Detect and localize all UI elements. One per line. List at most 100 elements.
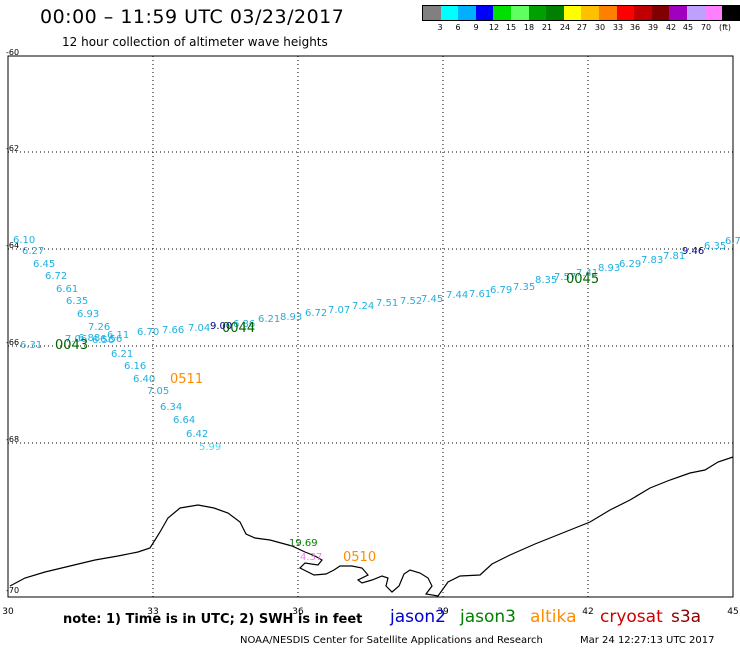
scale-label: 6 bbox=[455, 23, 461, 32]
scale-label: 21 bbox=[541, 23, 553, 32]
scale-swatch bbox=[440, 6, 459, 20]
wave-reading: 7.44 bbox=[446, 290, 468, 301]
wave-reading: 4.37 bbox=[300, 552, 322, 563]
x-tick-label: 39 bbox=[437, 607, 449, 617]
y-tick-label: -68 bbox=[6, 435, 19, 444]
legend-jason3: jason3 bbox=[460, 607, 516, 627]
scale-swatch bbox=[651, 6, 670, 20]
wave-reading: 6.93 bbox=[77, 309, 99, 320]
scale-swatch bbox=[634, 6, 652, 20]
color-scale-bar bbox=[422, 5, 740, 21]
scale-swatch bbox=[598, 6, 617, 20]
scale-swatch bbox=[616, 6, 635, 20]
wave-reading: 7.52 bbox=[400, 296, 422, 307]
x-tick-label: 42 bbox=[582, 607, 593, 617]
scale-label: 45 bbox=[682, 23, 694, 32]
wave-reading: 6.61 bbox=[56, 284, 78, 295]
legend-jason2: jason2 bbox=[390, 607, 446, 627]
wave-reading: 6.72 bbox=[45, 271, 67, 282]
wave-reading: 6.42 bbox=[186, 429, 208, 440]
scale-label: 27 bbox=[576, 23, 588, 32]
x-tick-label: 45 bbox=[727, 607, 738, 617]
y-tick-label: -60 bbox=[6, 48, 19, 57]
y-tick-label: -70 bbox=[6, 586, 19, 595]
wave-reading: 9.00 bbox=[210, 321, 232, 332]
scale-label: 12 bbox=[488, 23, 500, 32]
color-scale: 3 6 9 12 15 18 21 24 27 30 33 36 39 42 45 70 (ft) bbox=[422, 5, 740, 33]
wave-reading: 7.51 bbox=[376, 298, 398, 309]
footer-timestamp: Mar 24 12:27:13 UTC 2017 bbox=[580, 635, 715, 646]
wave-reading: 7.41 bbox=[576, 268, 598, 279]
wave-reading: 6.40 bbox=[133, 374, 155, 385]
scale-swatch bbox=[528, 6, 547, 20]
x-tick-label: 33 bbox=[147, 607, 158, 617]
wave-reading: 6.45 bbox=[33, 259, 55, 270]
wave-reading: 6.27 bbox=[22, 246, 44, 257]
map-subtitle: 12 hour collection of altimeter wave hei… bbox=[62, 35, 328, 49]
x-tick-label: 36 bbox=[292, 607, 304, 617]
track-id-label: 0511 bbox=[170, 372, 203, 387]
scale-swatch bbox=[686, 6, 705, 20]
legend-s3a: s3a bbox=[671, 607, 702, 627]
wave-reading: 6.86 bbox=[233, 319, 255, 330]
wave-reading: 7.35 bbox=[513, 282, 535, 293]
scale-swatch bbox=[510, 6, 529, 20]
map-grid: 30 33 36 39 42 45 -60 -62 -64 -66 -68 -70 bbox=[2, 48, 738, 617]
track-id-label: 0044 bbox=[222, 321, 255, 336]
scale-swatch bbox=[423, 6, 441, 20]
wave-reading: 6.88 bbox=[78, 333, 100, 344]
scale-unit: (ft) bbox=[718, 23, 732, 32]
scale-label: 42 bbox=[665, 23, 677, 32]
scale-label: 3 bbox=[437, 23, 443, 32]
wave-reading: 6.21 bbox=[111, 349, 133, 360]
y-tick-label: -64 bbox=[6, 241, 19, 250]
wave-reading: 8.93 bbox=[598, 263, 620, 274]
wave-reading: 7.26 bbox=[88, 322, 110, 333]
wave-reading: 6.7 bbox=[725, 236, 740, 247]
map-title: 00:00 – 11:59 UTC 03/23/2017 bbox=[40, 6, 345, 28]
wave-reading: 9.46 bbox=[682, 246, 704, 257]
scale-label: 39 bbox=[647, 23, 659, 32]
wave-reading: 8.93 bbox=[280, 312, 302, 323]
track-id-label: 0510 bbox=[343, 550, 376, 565]
scale-label: 18 bbox=[523, 23, 535, 32]
track-id-label: 0045 bbox=[566, 272, 599, 287]
wave-reading: 6.21 bbox=[258, 314, 280, 325]
wave-reading: 7.83 bbox=[641, 255, 663, 266]
scale-label: 24 bbox=[559, 23, 571, 32]
wave-reading: 6.35 bbox=[66, 296, 88, 307]
scale-swatch bbox=[475, 6, 494, 20]
wave-reading: 7.45 bbox=[421, 294, 443, 305]
wave-reading: 6.34 bbox=[160, 402, 182, 413]
wave-readings: 6.106.276.456.726.616.356.937.267.066.88… bbox=[13, 235, 740, 565]
wave-reading: 6.64 bbox=[173, 415, 195, 426]
scale-label: 33 bbox=[612, 23, 624, 32]
wave-reading: 7.66 bbox=[162, 325, 184, 336]
scale-swatch bbox=[722, 6, 740, 20]
wave-reading: 7.57 bbox=[554, 272, 576, 283]
scale-swatch bbox=[704, 6, 723, 20]
scale-swatch bbox=[581, 6, 599, 20]
wave-reading: 6.72 bbox=[305, 308, 327, 319]
y-tick-label: -62 bbox=[6, 144, 19, 153]
color-scale-labels: 3 6 9 12 15 18 21 24 27 30 33 36 39 42 45 70 (ft) bbox=[422, 21, 740, 33]
wave-reading: 6.29 bbox=[619, 259, 641, 270]
scale-swatch bbox=[563, 6, 582, 20]
coastline bbox=[9, 456, 734, 597]
wave-reading: 6.70 bbox=[137, 327, 159, 338]
wave-reading: 6.79 bbox=[490, 285, 512, 296]
scale-swatch bbox=[458, 6, 476, 20]
wave-reading: 7.24 bbox=[352, 301, 374, 312]
x-tick-label: 30 bbox=[2, 607, 14, 617]
y-tick-label: -66 bbox=[6, 338, 19, 347]
wave-reading: 19.69 bbox=[289, 538, 318, 549]
wave-reading: 6.35 bbox=[704, 241, 726, 252]
map-frame bbox=[7, 55, 734, 598]
scale-label: 9 bbox=[473, 23, 479, 32]
wave-reading: 7.81 bbox=[663, 251, 685, 262]
wave-reading: 7.04 bbox=[188, 323, 210, 334]
wave-reading: 6.10 bbox=[13, 235, 35, 246]
scale-label: 30 bbox=[594, 23, 606, 32]
legend-altika: altika bbox=[530, 607, 577, 627]
